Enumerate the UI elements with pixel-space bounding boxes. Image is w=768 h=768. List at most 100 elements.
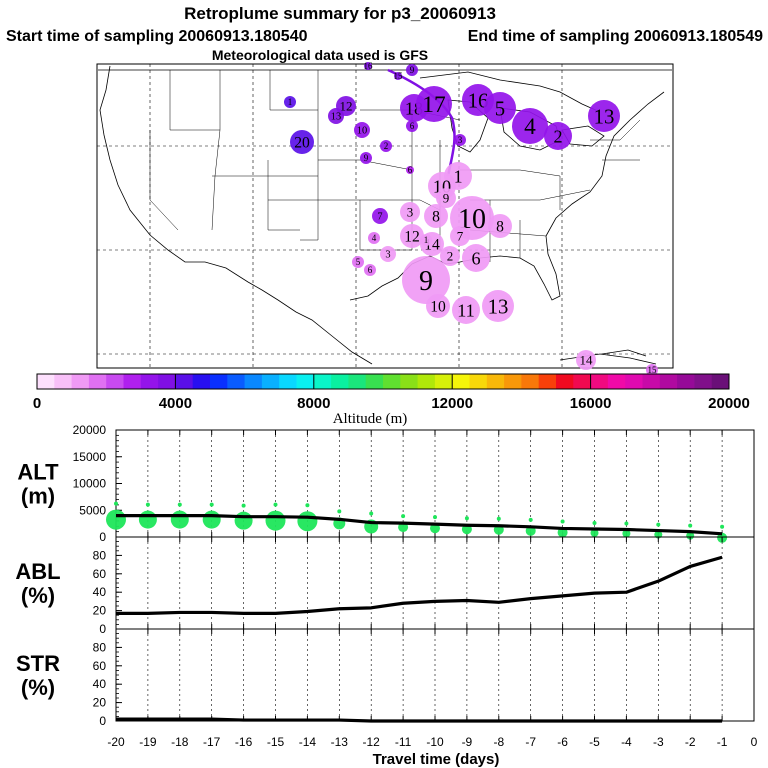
plume-marker: 8 <box>424 204 448 228</box>
colorbar-swatch <box>538 374 557 389</box>
x-tick-label: -6 <box>557 735 568 749</box>
alt-spread-dot <box>369 511 374 516</box>
colorbar-swatch <box>331 374 349 389</box>
colorbar-swatch <box>711 374 730 389</box>
plume-marker: 6 <box>462 244 490 272</box>
series-line <box>116 513 723 536</box>
plume-marker-label: 9 <box>364 153 369 163</box>
x-tick-label: -8 <box>493 735 504 749</box>
panel-y-tick-label: 20 <box>93 696 107 710</box>
plume-marker: 3 <box>454 134 466 146</box>
plume-marker-dot <box>488 214 512 238</box>
alt-dot <box>202 510 221 529</box>
colorbar-swatch <box>123 374 142 389</box>
plume-marker-dot <box>482 290 514 322</box>
plume-marker-label: 5 <box>356 257 361 267</box>
plume-marker-label: 9 <box>419 266 433 297</box>
series-line <box>116 555 723 615</box>
plume-marker: 12 <box>400 224 424 248</box>
plume-marker-label: 13 <box>594 105 615 128</box>
x-tick-label: -5 <box>589 735 600 749</box>
plume-marker: 1 <box>420 234 432 246</box>
plume-marker-dot <box>402 256 450 304</box>
x-tick-label: -4 <box>621 735 632 749</box>
colorbar-tick-label: 0 <box>33 395 41 412</box>
x-axis-label: Travel time (days) <box>373 751 500 768</box>
plume-marker-dot <box>544 122 572 150</box>
plume-marker: 9 <box>406 64 418 76</box>
abl-panel: 80 60 40 20 0 ABL(%) <box>15 536 755 636</box>
plume-marker-label: 12 <box>404 228 420 245</box>
plume-marker-label: 9 <box>443 191 450 206</box>
trajectory-track <box>387 68 456 177</box>
colorbar-swatch <box>625 374 643 389</box>
plume-marker-label: 6 <box>471 248 480 268</box>
plume-marker: 5 <box>352 256 364 268</box>
colorbar-swatch <box>106 374 124 389</box>
plume-marker: 9 <box>360 152 372 164</box>
panel-y-tick-label: 80 <box>93 640 107 654</box>
plume-marker-label: 15 <box>648 365 658 375</box>
plume-marker: 14 <box>576 350 596 370</box>
plume-marker-label: 6 <box>368 265 373 275</box>
plume-marker: 6 <box>364 264 376 276</box>
colorbar-tick-label: 4000 <box>159 395 192 412</box>
panel-y-tick-label: 20 <box>93 604 107 618</box>
alt-spread-dot <box>496 516 501 521</box>
x-tick-label: -10 <box>426 735 444 749</box>
colorbar-swatch <box>590 374 609 389</box>
colorbar-tick-label: 16000 <box>570 395 612 412</box>
plume-marker: 13 <box>588 100 620 132</box>
alt-spread-dot <box>560 519 565 524</box>
panel-y-tick-label: 40 <box>93 585 107 599</box>
series-line <box>116 717 723 723</box>
colorbar-swatch <box>210 374 228 389</box>
plume-marker: 10 <box>426 294 450 318</box>
plume-marker: 16 <box>364 61 374 71</box>
colorbar-swatch <box>313 374 332 389</box>
colorbar-tick-label: 8000 <box>297 395 330 412</box>
colorbar-swatch <box>54 374 73 389</box>
plume-marker: 3 <box>400 202 420 222</box>
plume-marker-label: 4 <box>372 233 377 243</box>
plume-marker-dot <box>424 204 448 228</box>
panel-y-tick-label: 40 <box>93 677 107 691</box>
x-tick-label: 0 <box>751 735 758 749</box>
plume-marker-label: 2 <box>384 141 389 151</box>
colorbar-swatch <box>71 374 90 389</box>
plume-marker: 5 <box>484 92 516 124</box>
x-tick-label: -14 <box>299 735 317 749</box>
plume-marker: 2 <box>544 122 572 150</box>
colorbar-swatches <box>37 374 730 389</box>
alt-dot <box>106 509 126 530</box>
colorbar-swatch <box>659 374 678 389</box>
plume-marker-label: 2 <box>553 126 562 146</box>
panel-label-unit: (%) <box>21 675 55 700</box>
colorbar-swatch <box>158 374 176 389</box>
colorbar-label: Altitude (m) <box>333 411 408 427</box>
alt-spread-dot <box>624 521 629 526</box>
plume-marker-dot <box>512 108 548 144</box>
colorbar-swatch <box>486 374 505 389</box>
x-tick-label: -12 <box>363 735 381 749</box>
colorbar-tick-label: 20000 <box>708 395 750 412</box>
plume-marker: 15 <box>646 364 658 376</box>
plume-marker-label: 8 <box>432 208 440 225</box>
x-tick-label: -17 <box>203 735 221 749</box>
plume-marker: 10 <box>354 122 370 138</box>
colorbar-swatch <box>642 374 661 389</box>
x-tick-label: -16 <box>235 735 253 749</box>
plume-marker: 6 <box>406 165 414 175</box>
plume-marker-dot <box>400 202 420 222</box>
plume-marker-label: 11 <box>457 300 475 320</box>
colorbar-swatch <box>296 374 315 389</box>
alt-dot <box>234 511 253 530</box>
colorbar-swatch <box>607 374 626 389</box>
plume-marker-dot <box>284 96 296 108</box>
plume-marker-label: 6 <box>410 121 415 131</box>
plume-marker: 17 <box>416 86 452 122</box>
x-tick-label: -2 <box>685 735 696 749</box>
plume-marker-label: 7 <box>457 229 464 244</box>
colorbar-ticks: 0 4000 8000 12000 16000 20000 <box>33 374 750 412</box>
